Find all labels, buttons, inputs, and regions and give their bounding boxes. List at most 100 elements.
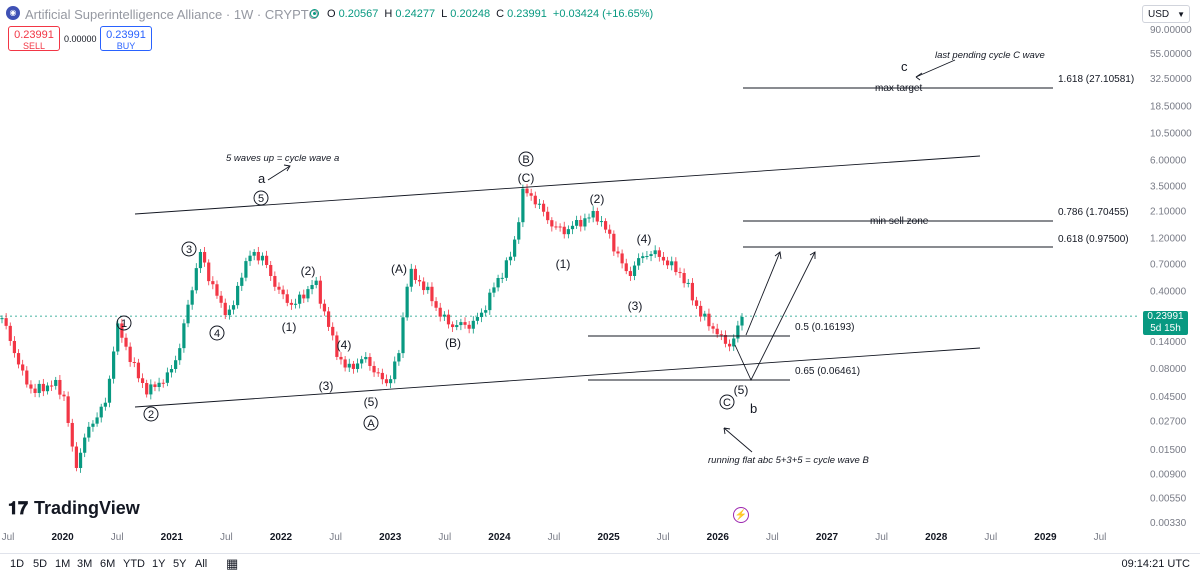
wave-label-c: c (901, 59, 908, 74)
candle-body (508, 256, 513, 261)
range-5d-button[interactable]: 5D (33, 558, 48, 570)
asi-logo-icon[interactable]: ◉ (6, 6, 20, 20)
open-value: 0.20567 (338, 8, 379, 20)
candle-body (314, 280, 318, 286)
high-value: 0.24277 (395, 8, 436, 20)
candle-body (529, 193, 533, 196)
candle-body (132, 362, 136, 364)
range-3m-button[interactable]: 3M (77, 558, 93, 570)
candle-body (293, 303, 298, 305)
price-axis-label: 2.10000 (1150, 206, 1187, 217)
currency-select[interactable]: USD ▼ (1142, 5, 1190, 23)
candle-body (653, 250, 657, 255)
candle-body (99, 406, 103, 418)
price-chart[interactable]: 90.00000 55.00000 32.50000 18.50000 10.50000… (0, 0, 1200, 553)
candle-body (727, 343, 732, 347)
candle-body (33, 388, 37, 393)
candle-body (624, 263, 628, 272)
candle-body (66, 396, 70, 423)
clock: 09:14:21 UTC (1121, 558, 1190, 570)
current-price-value: 0.23991 (1147, 311, 1184, 322)
candle-body (393, 361, 397, 380)
time-axis-label: 2027 (816, 532, 839, 543)
wave-label-circled-A: A (367, 418, 375, 430)
candle-body (269, 265, 273, 277)
candle-body (248, 255, 252, 262)
buy-price: 0.23991 (106, 29, 146, 41)
range-1d-button[interactable]: 1D (10, 558, 25, 570)
wave-label-circled-C: C (723, 397, 731, 409)
candle-body (281, 289, 285, 295)
candle-body (343, 359, 347, 368)
candle-body (302, 294, 306, 299)
candle-body (202, 251, 207, 263)
candle-body (513, 239, 517, 257)
price-axis-label: 0.70000 (1150, 259, 1187, 270)
candle-body (95, 417, 99, 424)
price-axis-label: 6.00000 (1150, 156, 1187, 167)
candle-body (4, 318, 8, 326)
range-1y-button[interactable]: 1Y (152, 558, 166, 570)
candle-body (161, 382, 165, 384)
candle-body (70, 422, 74, 447)
wave-label-q2: (2) (590, 192, 605, 206)
time-axis[interactable]: Jul 2020 Jul 2021 Jul 2022 Jul 2023 Jul 2024 Jul 20… (2, 532, 1107, 543)
spread-value: 0.00000 (64, 34, 97, 44)
candle-body (579, 220, 583, 227)
projection-arrows (267, 59, 956, 453)
range-6m-button[interactable]: 6M (100, 558, 116, 570)
low-value: 0.20248 (450, 8, 491, 20)
range-1m-button[interactable]: 1M (55, 558, 71, 570)
candle-body (504, 260, 508, 278)
wave-label-a: a (258, 171, 266, 186)
buy-button[interactable]: 0.23991 BUY (100, 26, 152, 51)
candle-body (364, 356, 368, 360)
candle-body (45, 385, 50, 392)
channel-lower-line[interactable] (134, 347, 981, 408)
candle-body (616, 251, 620, 254)
channel-upper-line[interactable] (134, 155, 981, 215)
candle-body (475, 317, 480, 321)
time-axis-label: 2026 (707, 532, 730, 543)
candle-body (525, 188, 529, 194)
currency-value: USD (1148, 9, 1170, 20)
tradingview-logo[interactable]: 𝟏𝟕 TradingView (8, 498, 140, 519)
candle-body (107, 378, 112, 403)
candle-body (83, 437, 87, 453)
candle-body (736, 325, 740, 339)
wave-label-circled-4: 4 (214, 328, 220, 340)
wave-label-q4: (4) (637, 232, 652, 246)
candle-body (641, 256, 645, 259)
candle-body (595, 211, 599, 222)
candle-body (566, 229, 570, 235)
calendar-icon[interactable]: ▦ (226, 556, 239, 571)
time-axis-label: 2025 (597, 532, 620, 543)
current-price-tag: 0.23991 5d 15h (1143, 311, 1188, 335)
range-all-button[interactable]: All (195, 558, 208, 570)
candle-body (707, 313, 711, 327)
wave-label-q1: (1) (556, 257, 571, 271)
candle-body (165, 372, 169, 383)
candle-body (719, 334, 723, 336)
lightning-icon[interactable]: ⚡ (733, 507, 749, 523)
time-axis-label: Jul (2, 532, 15, 543)
candle-body (488, 292, 492, 311)
level-label-0786: 0.786 (1.70455) (1058, 207, 1129, 218)
candle-body (409, 268, 413, 287)
candle-body (78, 452, 83, 468)
symbol-title[interactable]: Artificial Superintelligence Alliance · … (25, 7, 319, 22)
candle-body (157, 382, 161, 388)
price-axis[interactable]: 90.00000 55.00000 32.50000 18.50000 10.50000… (1150, 25, 1192, 529)
candle-body (546, 211, 550, 221)
candle-body (430, 286, 434, 302)
candle-body (277, 286, 281, 290)
range-5y-button[interactable]: 5Y (173, 558, 187, 570)
range-ytd-button[interactable]: YTD (123, 558, 145, 570)
price-axis-label: 0.00550 (1150, 493, 1187, 504)
candle-body (128, 346, 132, 363)
wave-label-pA: (A) (391, 262, 407, 276)
chevron-down-icon: ▼ (1177, 10, 1185, 19)
high-key: H (384, 8, 393, 20)
market-status-icon[interactable] (310, 9, 319, 18)
sell-button[interactable]: 0.23991 SELL (8, 26, 60, 51)
